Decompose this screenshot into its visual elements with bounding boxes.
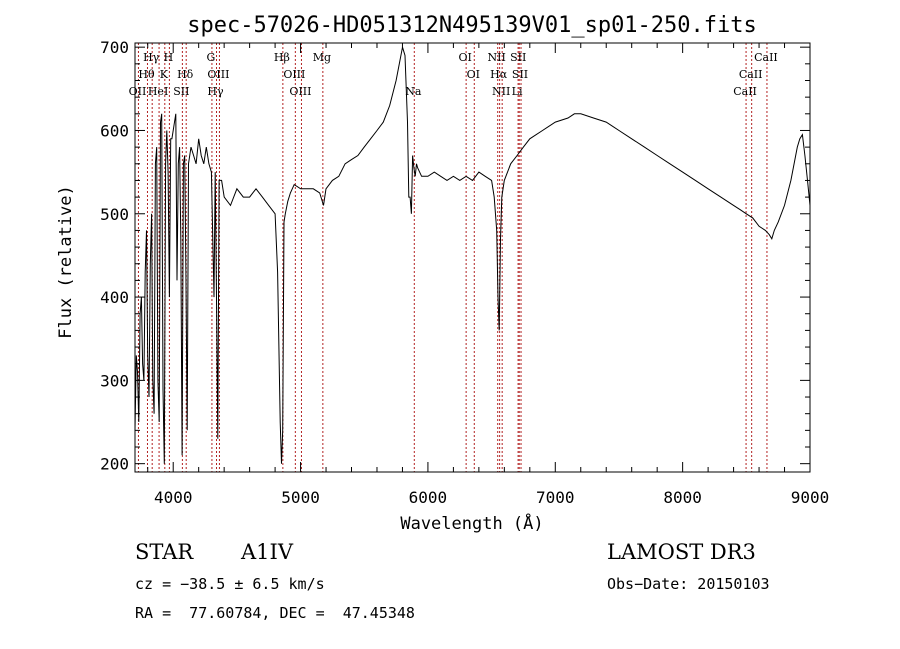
x-axis-ticks: 4000 5000 6000 7000 8000 9000 [147,43,830,507]
chart-title: spec-57026-HD051312N495139V01_sp01-250.f… [187,13,757,38]
survey-name: LAMOST DR3 [607,540,756,564]
spectral-line-label: Hθ [138,68,155,81]
spectral-line-label: SII [510,51,526,64]
object-class: STAR [135,540,194,564]
spectral-line-label: CaII [754,51,778,64]
spectral-line-label: H [164,51,174,64]
x-tick-label: 8000 [663,488,702,507]
spectral-line-label: Hγ [143,51,160,64]
spectral-line-label: G [207,51,216,64]
y-tick-label: 600 [100,121,129,140]
coordinates: RA = 77.60784, DEC = 47.45348 [135,604,415,622]
spectral-line-label: Hβ [274,51,290,64]
y-tick-label: 300 [100,371,129,390]
spectral-line-label: K [160,68,169,81]
observation-date: Obs−Date: 20150103 [607,575,770,593]
spectral-line-label: Hα [490,68,508,81]
y-tick-label: 700 [100,38,129,57]
spectral-line-label: OI [467,68,480,81]
spectral-line-markers [137,43,768,472]
x-tick-label: 9000 [791,488,830,507]
spectral-line-label: OIII [207,68,229,81]
object-subclass: A1IV [241,540,293,564]
spectrum-line [134,47,811,464]
y-axis-label: Flux (relative) [56,185,76,339]
spectral-line-label: CaII [733,85,757,98]
y-tick-label: 200 [100,455,129,474]
spectral-line-label: OII [129,85,147,98]
spectral-line-label: Hδ [177,68,194,81]
spectral-line-label: SII [173,85,189,98]
redshift-velocity: cz = −38.5 ± 6.5 km/s [135,575,325,593]
x-axis-label: Wavelength (Å) [400,512,543,534]
spectral-line-label: OI [458,51,471,64]
x-tick-label: 5000 [281,488,320,507]
spectral-line-label: Mg [313,51,331,64]
x-tick-label: 4000 [154,488,193,507]
plot-frame [134,42,811,473]
spectral-line-label: Li [512,85,523,98]
spectral-line-label: NII [492,85,510,98]
y-tick-label: 500 [100,205,129,224]
spectral-line-label: CaII [739,68,763,81]
spectral-line-label: Hγ [207,85,224,98]
spectral-line-label: SII [512,68,528,81]
spectral-line-label: Na [405,85,422,98]
x-tick-label: 7000 [536,488,575,507]
spectral-line-label: OIII [283,68,305,81]
y-tick-label: 400 [100,288,129,307]
spectral-line-label: HeI [148,85,168,98]
spectral-line-label: OIII [289,85,311,98]
y-axis-ticks: 200 300 400 500 600 700 [100,38,810,474]
x-tick-label: 6000 [409,488,448,507]
spectral-line-label: NII [488,51,506,64]
